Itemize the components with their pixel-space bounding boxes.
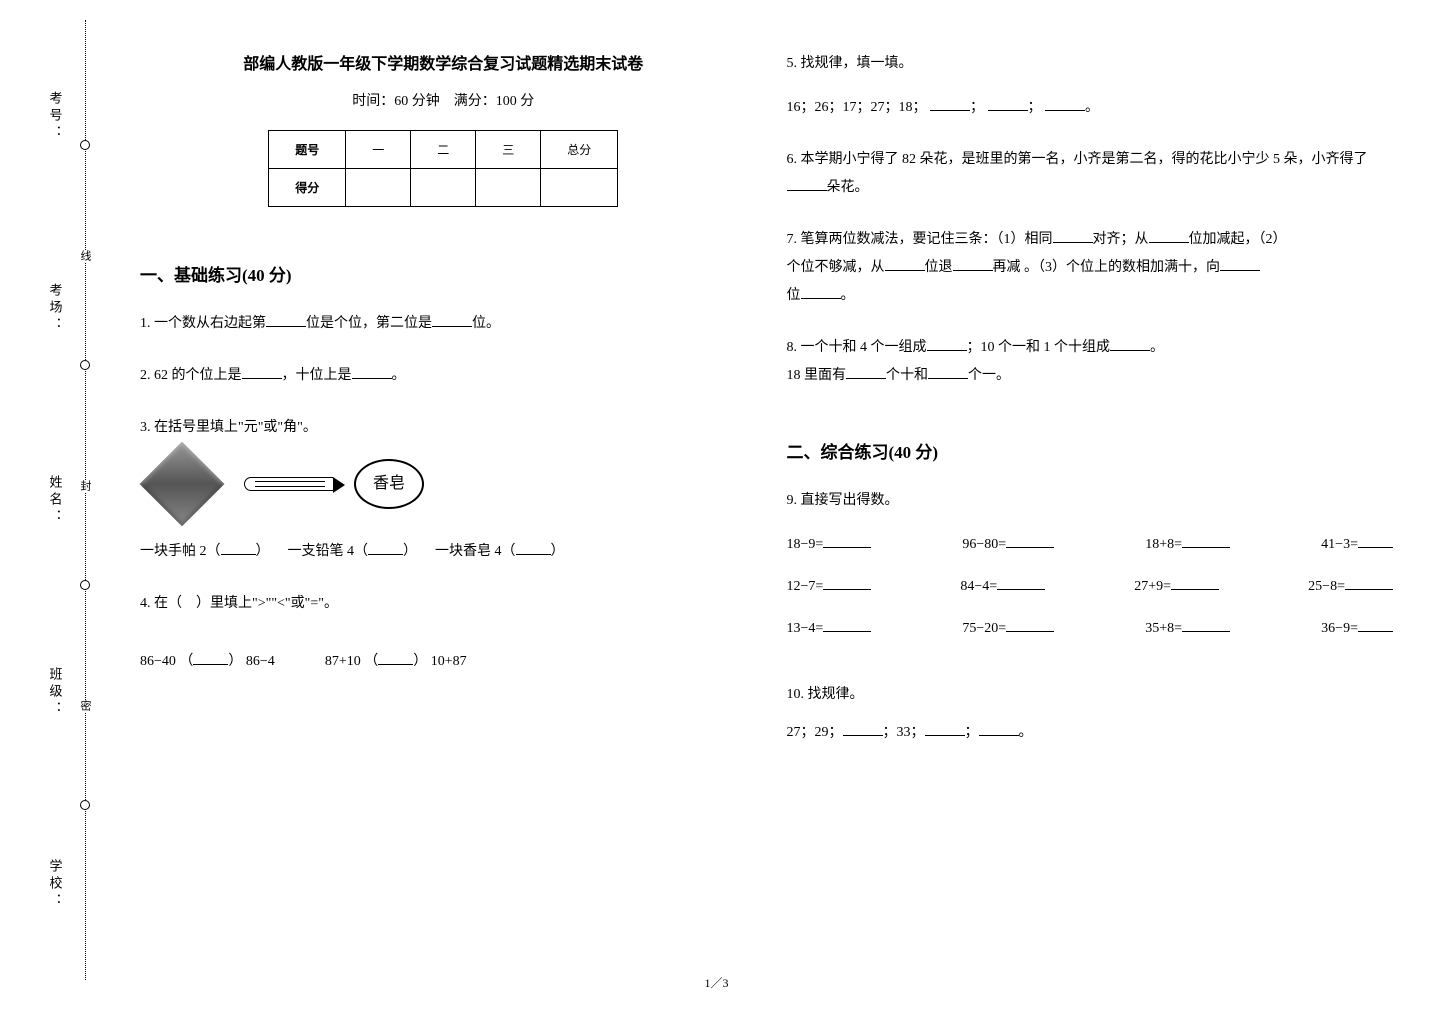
score-header-row: 题号 一 二 三 总分: [269, 131, 618, 169]
score-label: 得分: [269, 169, 346, 207]
c-2-4[interactable]: [1345, 574, 1393, 590]
q6-blank[interactable]: [787, 175, 827, 191]
c-1-2[interactable]: [1006, 532, 1054, 548]
content: 部编人教版一年级下学期数学综合复习试题精选期末试卷 时间：60 分钟 满分：10…: [140, 50, 1393, 950]
c-2-2[interactable]: [997, 574, 1045, 590]
q7-blank1[interactable]: [1053, 227, 1093, 243]
q7-blank6[interactable]: [801, 283, 841, 299]
q1-blank2[interactable]: [432, 311, 472, 327]
soap-icon: 香皂: [354, 459, 424, 509]
exam-subtitle: 时间：60 分钟 满分：100 分: [140, 90, 747, 110]
q7-blank4[interactable]: [953, 255, 993, 271]
q5: 5. 找规律，填一填。 16；26；17；27；18； ； ； 。: [787, 50, 1394, 122]
q5-blank1[interactable]: [930, 95, 970, 111]
section2-title: 二、综合练习(40 分): [787, 438, 1394, 463]
c-1-1[interactable]: [823, 532, 871, 548]
th-total: 总分: [541, 131, 618, 169]
q4-blank1[interactable]: [193, 649, 228, 665]
q5-blank3[interactable]: [1045, 95, 1085, 111]
c-1-3[interactable]: [1182, 532, 1230, 548]
th-1: 一: [346, 131, 411, 169]
q1-blank1[interactable]: [266, 311, 306, 327]
label-exam-id: 考号：: [46, 91, 65, 142]
q2-blank1[interactable]: [242, 363, 282, 379]
score-total[interactable]: [541, 169, 618, 207]
score-table: 题号 一 二 三 总分 得分: [268, 130, 618, 207]
q9: 9. 直接写出得数。 18−9= 96−80= 18+8= 41−3= 12−7…: [787, 487, 1394, 657]
q4: 4. 在（ ）里填上">""<"或"="。 86−40 （） 86−4 87+1…: [140, 590, 747, 676]
c-3-2[interactable]: [1006, 616, 1054, 632]
q3-item1: 一块手帕 2（）: [140, 538, 270, 566]
q3-blank2[interactable]: [368, 539, 403, 555]
calc-row-2: 12−7= 84−4= 27+9= 25−8=: [787, 573, 1394, 601]
q7-blank2[interactable]: [1149, 227, 1189, 243]
exam-title: 部编人教版一年级下学期数学综合复习试题精选期末试卷: [140, 50, 747, 74]
seal-marker-feng: 封: [77, 480, 93, 493]
seal-marker-line: 线: [77, 250, 93, 263]
score-2[interactable]: [411, 169, 476, 207]
binding-labels: 考号： 考场： 姓名： 班级： 学校：: [40, 20, 70, 980]
pencil-icon: [244, 477, 334, 491]
th-num: 题号: [269, 131, 346, 169]
c-2-1[interactable]: [823, 574, 871, 590]
q3-blank1[interactable]: [221, 539, 256, 555]
q10-blank2[interactable]: [925, 720, 965, 736]
handkerchief-icon: [140, 442, 224, 526]
binding-margin: 考号： 考场： 姓名： 班级： 学校： 线 封 密: [40, 20, 100, 980]
th-2: 二: [411, 131, 476, 169]
seal-line: 线 封 密: [70, 20, 100, 980]
th-3: 三: [476, 131, 541, 169]
q3: 3. 在括号里填上"元"或"角"。 香皂 一块手帕 2（） 一支铅笔 4（） 一…: [140, 414, 747, 566]
calc-row-1: 18−9= 96−80= 18+8= 41−3=: [787, 531, 1394, 559]
q7: 7. 笔算两位数减法，要记住三条：（1）相同对齐；从位加减起，（2） 个位不够减…: [787, 226, 1394, 310]
q8-blank3[interactable]: [846, 363, 886, 379]
page-number: 1／3: [704, 974, 728, 991]
label-class: 班级：: [46, 667, 65, 718]
q10-blank1[interactable]: [843, 720, 883, 736]
score-1[interactable]: [346, 169, 411, 207]
q2-blank2[interactable]: [352, 363, 392, 379]
q6: 6. 本学期小宁得了 82 朵花，是班里的第一名，小齐是第二名，得的花比小宁少 …: [787, 146, 1394, 202]
q4-expr2: 87+10 （） 10+87: [325, 648, 467, 676]
q7-blank3[interactable]: [885, 255, 925, 271]
q3-blank3[interactable]: [516, 539, 551, 555]
q7-blank5[interactable]: [1220, 255, 1260, 271]
c-2-3[interactable]: [1171, 574, 1219, 590]
label-room: 考场：: [46, 283, 65, 334]
c-1-4[interactable]: [1358, 532, 1393, 548]
left-column: 部编人教版一年级下学期数学综合复习试题精选期末试卷 时间：60 分钟 满分：10…: [140, 50, 747, 950]
q8-blank1[interactable]: [927, 335, 967, 351]
label-name: 姓名：: [46, 475, 65, 526]
c-3-3[interactable]: [1182, 616, 1230, 632]
calc-row-3: 13−4= 75−20= 35+8= 36−9=: [787, 615, 1394, 643]
q2: 2. 62 的个位上是，十位上是。: [140, 362, 747, 390]
section1-title: 一、基础练习(40 分): [140, 261, 747, 286]
q8-blank2[interactable]: [1110, 335, 1150, 351]
seal-marker-mi: 密: [77, 700, 93, 713]
score-value-row: 得分: [269, 169, 618, 207]
q8-blank4[interactable]: [928, 363, 968, 379]
q3-item2: 一支铅笔 4（）: [288, 538, 418, 566]
q1: 1. 一个数从右边起第位是个位，第二位是位。: [140, 310, 747, 338]
q4-blank2[interactable]: [378, 649, 413, 665]
q10: 10. 找规律。 27；29；；33；；。: [787, 681, 1394, 747]
c-3-4[interactable]: [1358, 616, 1393, 632]
label-school: 学校：: [46, 859, 65, 910]
q4-expr1: 86−40 （） 86−4: [140, 648, 275, 676]
c-3-1[interactable]: [823, 616, 871, 632]
q3-item3: 一块香皂 4（）: [435, 538, 565, 566]
q10-blank3[interactable]: [979, 720, 1019, 736]
q5-blank2[interactable]: [988, 95, 1028, 111]
q8: 8. 一个十和 4 个一组成；10 个一和 1 个十组成。 18 里面有个十和个…: [787, 334, 1394, 390]
score-3[interactable]: [476, 169, 541, 207]
right-column: 5. 找规律，填一填。 16；26；17；27；18； ； ； 。 6. 本学期…: [787, 50, 1394, 950]
